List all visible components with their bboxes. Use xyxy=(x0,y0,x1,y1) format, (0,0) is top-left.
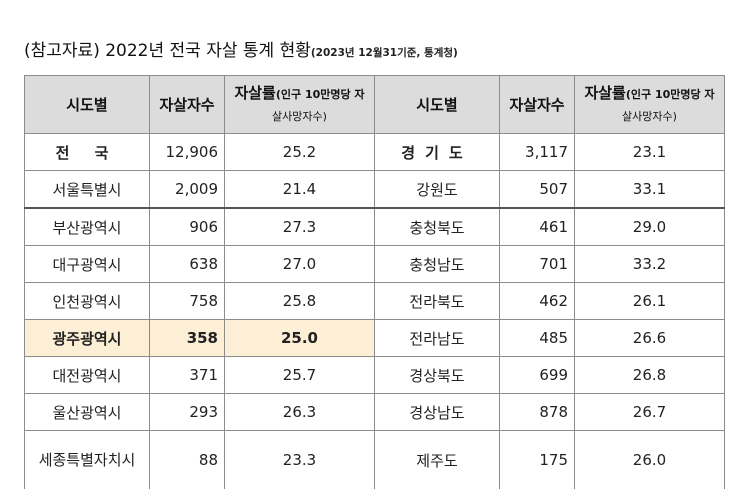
cell-region-right: 강원도 xyxy=(374,170,500,209)
suicide-stats-table: 시도별 자살자수 자살률(인구 10만명당 자 살사망자수) 시도별 자살자수 … xyxy=(24,75,725,489)
header-region-left: 시도별 xyxy=(24,75,150,134)
header-rate-note-1: (인구 10만명당 자 xyxy=(625,87,715,101)
table-row: 광주광역시 358 25.0 전라남도 485 26.6 xyxy=(24,319,725,357)
cell-rate-left: 25.0 xyxy=(224,319,375,357)
cell-region-left: 대구광역시 xyxy=(24,245,150,283)
table-row: 세종특별자치시 88 23.3 제주도 175 26.0 xyxy=(24,430,725,489)
cell-rate-right: 33.1 xyxy=(574,170,725,209)
cell-region-left: 울산광역시 xyxy=(24,393,150,431)
cell-rate-right: 29.0 xyxy=(574,207,725,246)
header-rate-label: 자살률 xyxy=(584,83,626,102)
cell-rate-left: 23.3 xyxy=(224,430,375,489)
cell-count-left: 906 xyxy=(149,207,225,246)
cell-count-right: 507 xyxy=(499,170,575,209)
cell-count-right: 461 xyxy=(499,207,575,246)
header-rate-note-2: 살사망자수) xyxy=(272,109,327,123)
cell-count-right: 175 xyxy=(499,430,575,489)
cell-rate-right: 26.0 xyxy=(574,430,725,489)
cell-region-left: 세종특별자치시 xyxy=(24,430,150,489)
cell-region-left: 광주광역시 xyxy=(24,319,150,357)
cell-rate-left: 25.8 xyxy=(224,282,375,320)
cell-region-left: 부산광역시 xyxy=(24,207,150,246)
header-count-right: 자살자수 xyxy=(499,75,575,134)
table-row: 대전광역시 371 25.7 경상북도 699 26.8 xyxy=(24,356,725,394)
cell-region-left: 서울특별시 xyxy=(24,170,150,209)
header-rate-note-2: 살사망자수) xyxy=(622,109,677,123)
table-header-row: 시도별 자살자수 자살률(인구 10만명당 자 살사망자수) 시도별 자살자수 … xyxy=(24,75,725,134)
cell-rate-right: 26.6 xyxy=(574,319,725,357)
cell-count-right: 485 xyxy=(499,319,575,357)
cell-count-left: 2,009 xyxy=(149,170,225,209)
header-rate-note-1: (인구 10만명당 자 xyxy=(275,87,365,101)
cell-region-right: 충청북도 xyxy=(374,207,500,246)
cell-count-right: 699 xyxy=(499,356,575,394)
title-source-note: (2023년 12월31기준, 통계청) xyxy=(310,47,458,59)
cell-count-left: 758 xyxy=(149,282,225,320)
cell-region-right: 경상남도 xyxy=(374,393,500,431)
cell-rate-right: 33.2 xyxy=(574,245,725,283)
cell-count-left: 358 xyxy=(149,319,225,357)
header-rate-left: 자살률(인구 10만명당 자 살사망자수) xyxy=(224,75,375,134)
cell-rate-left: 25.2 xyxy=(224,133,375,171)
cell-count-left: 12,906 xyxy=(149,133,225,171)
cell-region-left: 대전광역시 xyxy=(24,356,150,394)
cell-rate-right: 26.7 xyxy=(574,393,725,431)
cell-count-left: 371 xyxy=(149,356,225,394)
cell-count-left: 293 xyxy=(149,393,225,431)
cell-region-right: 전라북도 xyxy=(374,282,500,320)
cell-count-right: 878 xyxy=(499,393,575,431)
cell-region-right: 충청남도 xyxy=(374,245,500,283)
cell-rate-left: 27.3 xyxy=(224,207,375,246)
header-region-right: 시도별 xyxy=(374,75,500,134)
cell-rate-right: 26.8 xyxy=(574,356,725,394)
cell-count-left: 88 xyxy=(149,430,225,489)
cell-count-right: 3,117 xyxy=(499,133,575,171)
cell-rate-right: 23.1 xyxy=(574,133,725,171)
cell-rate-left: 25.7 xyxy=(224,356,375,394)
header-count-left: 자살자수 xyxy=(149,75,225,134)
cell-count-right: 701 xyxy=(499,245,575,283)
cell-region-right: 경상북도 xyxy=(374,356,500,394)
cell-rate-right: 26.1 xyxy=(574,282,725,320)
cell-rate-left: 21.4 xyxy=(224,170,375,209)
header-rate-right: 자살률(인구 10만명당 자 살사망자수) xyxy=(574,75,725,134)
cell-count-right: 462 xyxy=(499,282,575,320)
cell-rate-left: 26.3 xyxy=(224,393,375,431)
table-row: 전 국 12,906 25.2 경기도 3,117 23.1 xyxy=(24,133,725,171)
table-row: 부산광역시 906 27.3 충청북도 461 29.0 xyxy=(24,207,725,246)
title-main: (참고자료) 2022년 전국 자살 통계 현황 xyxy=(24,41,311,61)
page-title: (참고자료) 2022년 전국 자살 통계 현황(2023년 12월31기준, … xyxy=(24,36,458,61)
header-rate-label: 자살률 xyxy=(234,83,276,102)
cell-region-right: 제주도 xyxy=(374,430,500,489)
cell-count-left: 638 xyxy=(149,245,225,283)
table-row: 서울특별시 2,009 21.4 강원도 507 33.1 xyxy=(24,170,725,209)
cell-rate-left: 27.0 xyxy=(224,245,375,283)
cell-region-right: 전라남도 xyxy=(374,319,500,357)
table-row: 울산광역시 293 26.3 경상남도 878 26.7 xyxy=(24,393,725,431)
table-row: 인천광역시 758 25.8 전라북도 462 26.1 xyxy=(24,282,725,320)
cell-region-right: 경기도 xyxy=(374,133,500,171)
cell-region-left: 전 국 xyxy=(24,133,150,171)
cell-region-left: 인천광역시 xyxy=(24,282,150,320)
table-row: 대구광역시 638 27.0 충청남도 701 33.2 xyxy=(24,245,725,283)
